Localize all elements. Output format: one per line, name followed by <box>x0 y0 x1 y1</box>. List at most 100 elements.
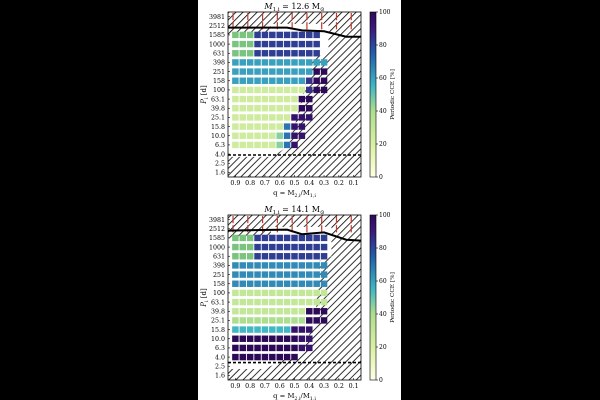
cce-cell <box>232 262 239 269</box>
cce-cell <box>246 289 254 297</box>
cce-cell <box>276 344 283 352</box>
cce-cell <box>239 132 247 139</box>
cce-cell <box>239 40 247 48</box>
cce-cell <box>291 262 298 269</box>
cce-cell <box>246 95 254 103</box>
red-band-mark <box>232 13 234 21</box>
cce-cell <box>283 271 291 278</box>
y-label-sub: i <box>204 300 210 302</box>
x-tick-label: 0.6 <box>275 383 285 390</box>
cce-cell <box>246 280 254 287</box>
cce-cell <box>313 59 320 66</box>
y-label-unit: [d] <box>200 85 208 97</box>
cce-cell <box>298 298 306 306</box>
title-lhs: M <box>263 205 273 214</box>
cce-cell <box>239 298 247 306</box>
cce-cell <box>254 68 261 75</box>
cce-cell <box>261 141 269 149</box>
cce-cell <box>313 234 320 242</box>
cce-cell <box>283 68 291 75</box>
red-band-mark <box>350 216 352 224</box>
cce-cell <box>298 77 306 84</box>
y-tick-label: 63.1 <box>211 96 225 103</box>
red-band-mark <box>306 13 308 21</box>
red-band-mark <box>291 225 293 233</box>
cce-cell <box>298 132 306 139</box>
red-band-mark <box>232 216 234 224</box>
cce-cell <box>306 344 313 352</box>
cce-cell <box>291 105 298 112</box>
cce-cell <box>246 40 254 48</box>
y-tick-label: 398 <box>213 60 225 67</box>
x-tick-label: 0.4 <box>304 180 314 187</box>
cce-cell <box>276 68 283 75</box>
cce-cell <box>291 234 298 242</box>
cce-cell <box>306 114 313 121</box>
cce-cell <box>239 77 247 84</box>
cce-cell <box>320 280 328 287</box>
cce-cell <box>239 31 247 39</box>
cce-cell <box>246 114 254 121</box>
cce-cell <box>254 40 261 48</box>
x-tick-label: 0.2 <box>334 383 344 390</box>
cce-cell <box>269 289 276 297</box>
cce-cell <box>254 86 261 94</box>
cce-cell <box>261 31 269 39</box>
red-band-mark <box>306 22 308 30</box>
red-band-mark <box>247 216 249 224</box>
cce-cell <box>232 271 239 278</box>
cce-cell <box>239 353 247 361</box>
cce-cell <box>283 59 291 66</box>
cce-cell <box>313 40 320 48</box>
cce-cell <box>246 132 254 139</box>
cce-cell <box>291 31 298 39</box>
cce-cell <box>254 298 261 306</box>
cce-cell <box>254 253 261 260</box>
colorbar <box>369 214 377 381</box>
cce-cell <box>306 59 313 66</box>
cce-cell <box>320 68 328 75</box>
cce-cell <box>306 105 313 112</box>
y-tick-label: 2.5 <box>215 161 225 168</box>
cce-cell <box>232 86 239 94</box>
y-axis-label: Pi [d] <box>200 85 210 105</box>
cce-cell <box>239 114 247 121</box>
cce-cell <box>306 317 313 324</box>
cce-cell <box>306 77 313 84</box>
cce-cell <box>261 308 269 315</box>
colorbar-tick-label: 0 <box>379 174 383 181</box>
red-band-mark <box>276 216 278 224</box>
cce-cell <box>313 86 320 94</box>
x-label-main: q = M <box>273 392 294 400</box>
cce-cell <box>261 280 269 287</box>
cce-cell <box>246 105 254 112</box>
cce-cell <box>261 335 269 342</box>
x-axis-label: q = M2,i/M1,i <box>273 392 316 400</box>
cce-cell <box>261 105 269 112</box>
x-tick-label: 0.7 <box>260 180 270 187</box>
cce-cell <box>276 271 283 278</box>
cce-cell <box>313 253 320 260</box>
cce-cell <box>306 335 313 342</box>
y-tick-label: 39.8 <box>211 309 225 316</box>
y-tick-label: 2.5 <box>215 364 225 371</box>
colorbar-tick-label: 60 <box>379 278 387 285</box>
cce-cell <box>306 298 313 306</box>
cce-cell <box>239 59 247 66</box>
y-label-sub: i <box>204 97 210 99</box>
red-band-mark <box>276 225 278 233</box>
cce-cell <box>291 40 298 48</box>
red-band-mark <box>261 216 264 224</box>
cce-cell <box>269 353 276 361</box>
cce-cell <box>261 289 269 297</box>
y-tick-label: 39.8 <box>211 106 225 113</box>
cce-cell <box>291 59 298 66</box>
cce-cell <box>254 114 261 121</box>
cce-cell <box>283 326 291 333</box>
cce-cell <box>261 95 269 103</box>
cce-cell <box>298 114 306 121</box>
cce-cell <box>269 253 276 260</box>
cce-cell <box>246 271 254 278</box>
cce-cell <box>313 50 320 57</box>
cce-cell <box>306 50 313 57</box>
